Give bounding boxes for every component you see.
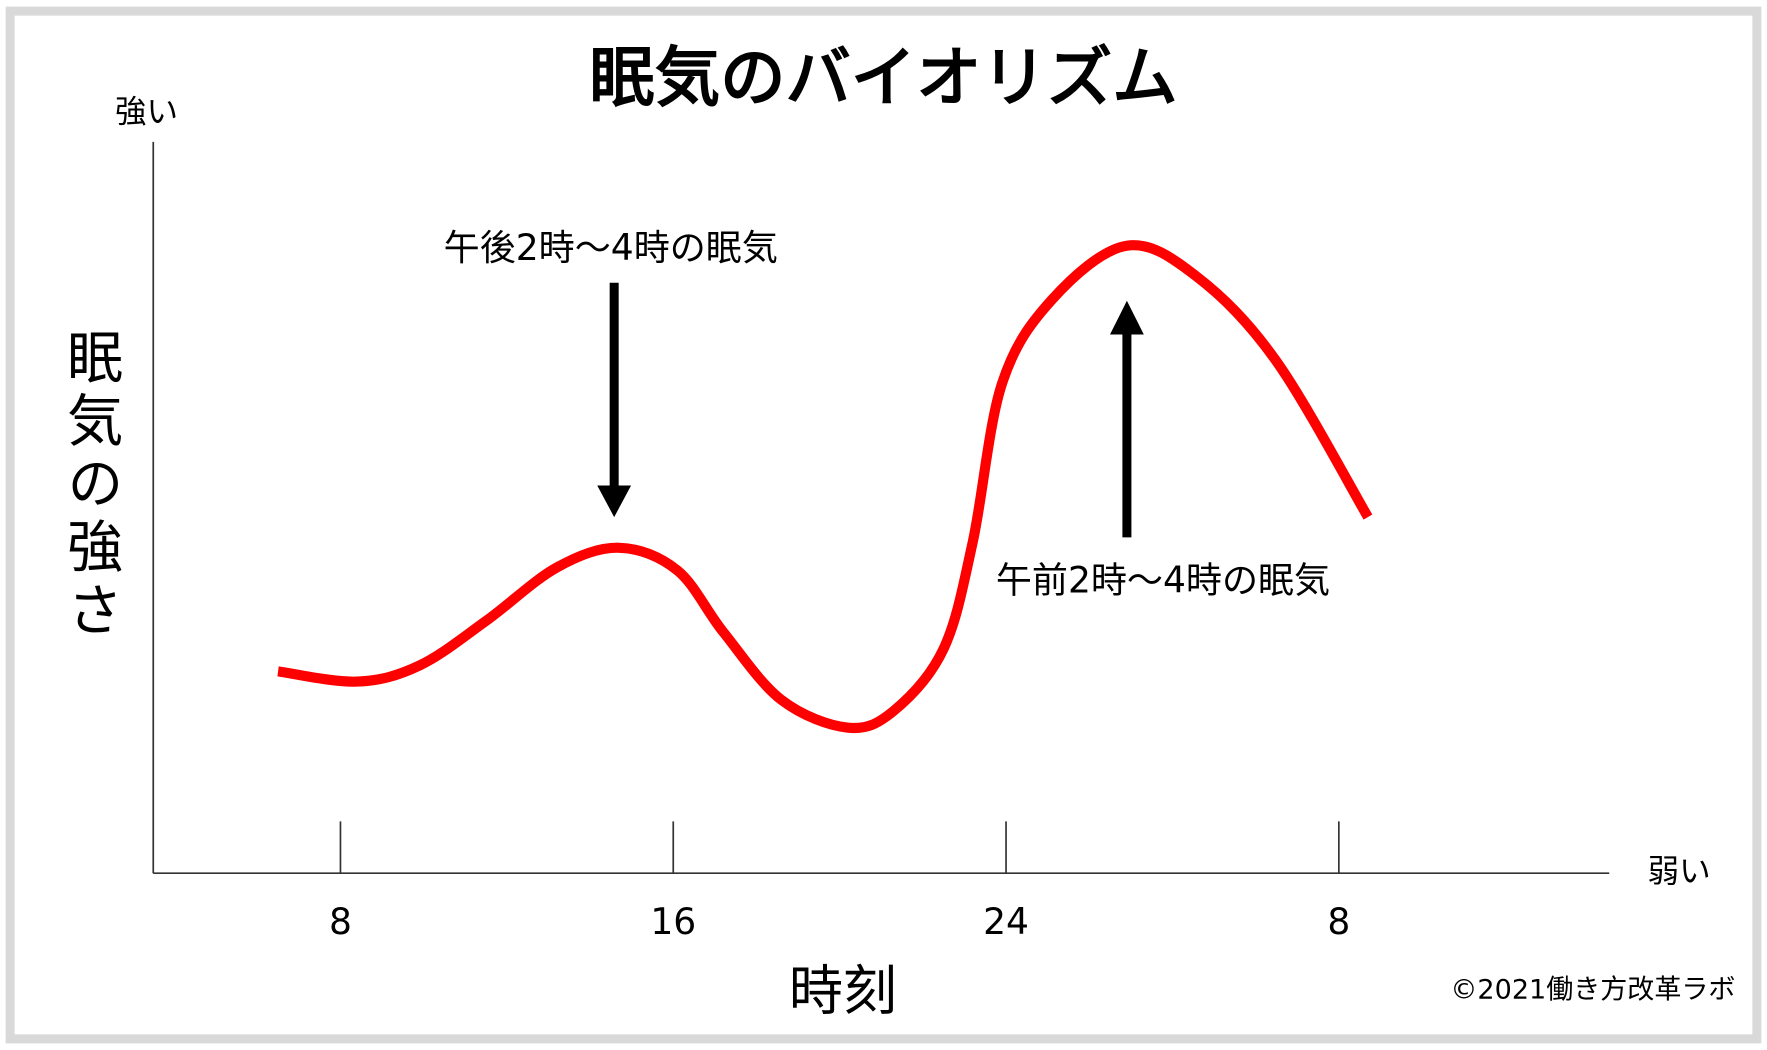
y-axis-label: 眠気の強さ <box>58 328 123 644</box>
x-tick-label: 8 <box>1327 901 1350 943</box>
x-axis-label: 時刻 <box>789 960 897 1023</box>
annotation: 午後2時〜4時の眠気 <box>444 227 778 269</box>
copyright: ©2021働き方改革ラボ <box>1450 974 1735 1005</box>
annotation-arrowhead <box>1110 300 1144 335</box>
annotation: 午前2時〜4時の眠気 <box>996 560 1330 602</box>
line-series <box>277 240 1373 734</box>
annotation-arrowhead <box>597 485 632 518</box>
frame <box>5 6 1762 1044</box>
x-tick-label: 16 <box>650 901 696 943</box>
x-end-label: 弱い <box>1648 854 1711 890</box>
y-top-label: 強い <box>115 95 178 131</box>
chart-title: 眠気のバイオリズム <box>589 40 1177 116</box>
x-tick-label: 24 <box>983 901 1029 943</box>
x-tick-label: 8 <box>329 901 352 943</box>
